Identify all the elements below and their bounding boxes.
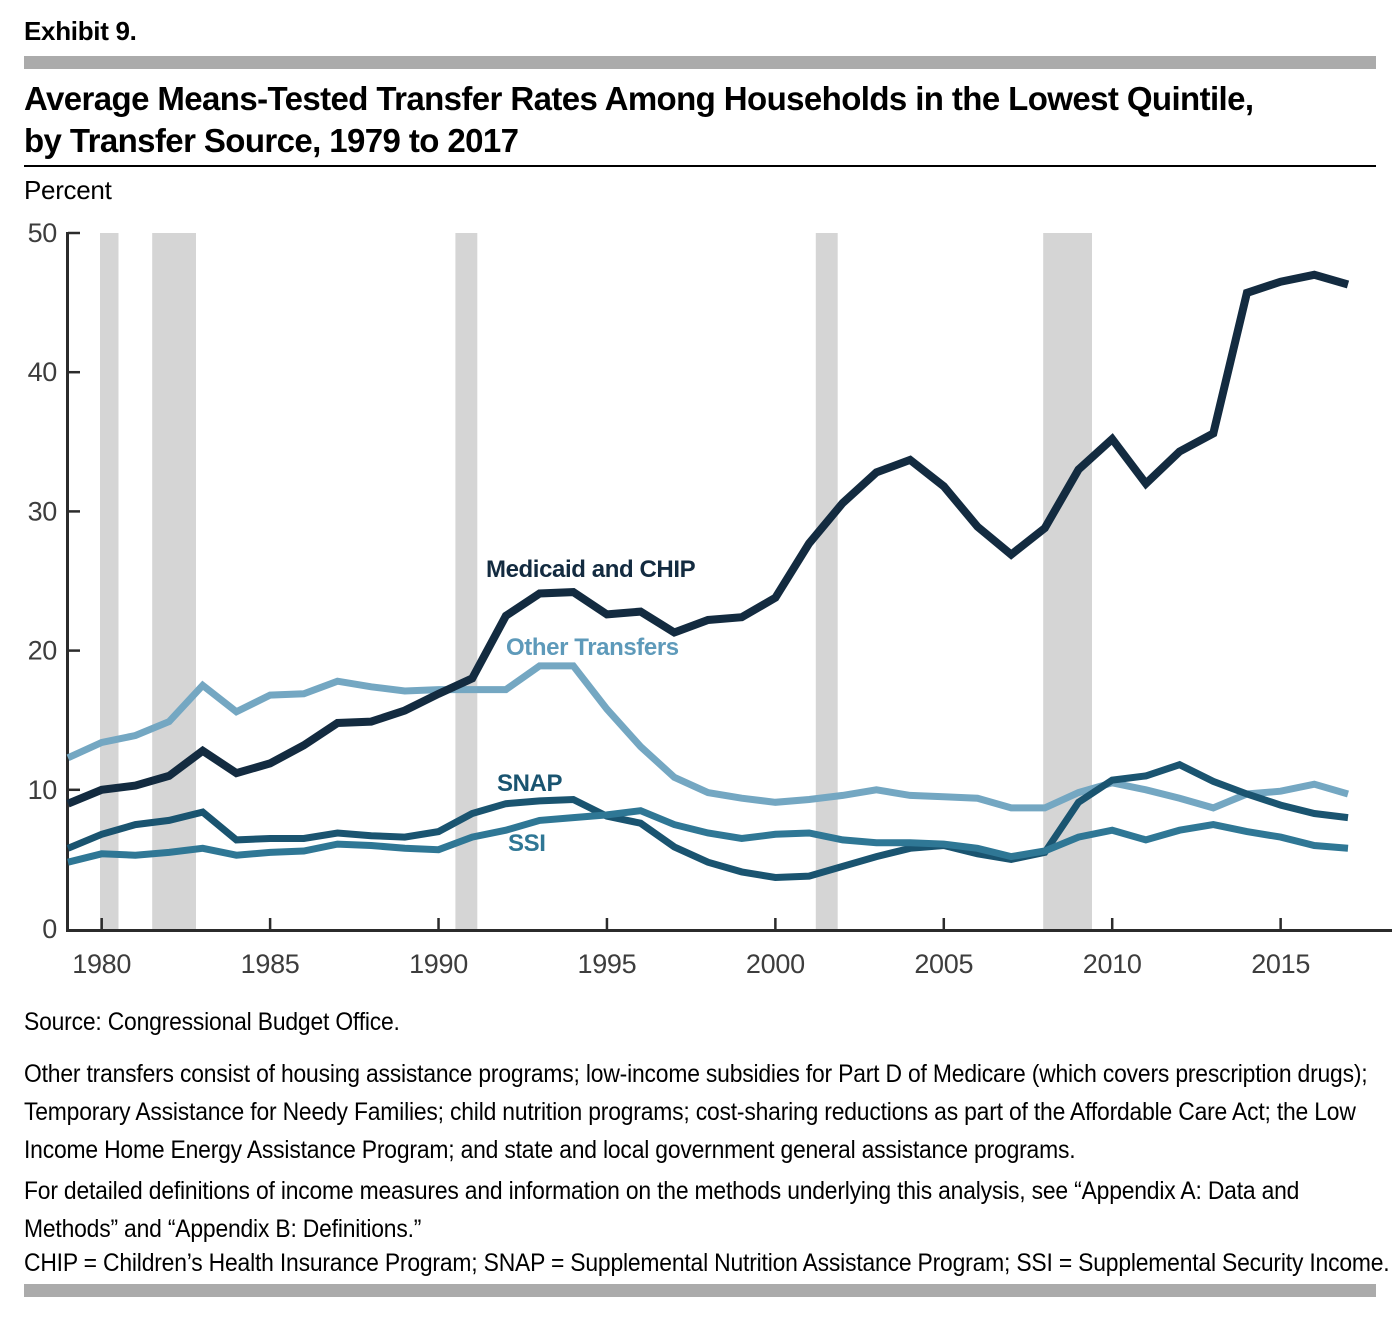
recession-shading-band (455, 233, 478, 930)
chart-title-line1: Average Means-Tested Transfer Rates Amon… (24, 80, 1254, 117)
exhibit-number-label: Exhibit 9. (24, 16, 137, 46)
title-underline-rule (24, 165, 1376, 167)
x-axis-tick-label: 2005 (914, 949, 973, 979)
x-axis-tick-label: 1985 (241, 949, 300, 979)
x-axis-tick-label: 1980 (72, 949, 131, 979)
recession-shading-band (1043, 233, 1092, 930)
x-axis-tick-label: 1990 (409, 949, 468, 979)
other-transfers-definition-note: Other transfers consist of housing assis… (24, 1060, 1368, 1164)
x-axis-tick-label: 2010 (1083, 949, 1142, 979)
series-line-snap (66, 760, 1349, 882)
y-axis-tick-label: 40 (28, 357, 57, 387)
x-axis-tick-label: 2015 (1251, 949, 1310, 979)
series-line-medicaid-and-chip (66, 270, 1350, 808)
chart-title-line2: by Transfer Source, 1979 to 2017 (24, 122, 519, 159)
y-axis-tick-label: 30 (28, 496, 57, 526)
recession-shading-band (152, 233, 196, 930)
series-label-other-transfers: Other Transfers (506, 634, 679, 661)
y-axis-tick-label: 10 (28, 775, 57, 805)
y-axis-unit-label: Percent (24, 175, 112, 205)
x-axis-tick-label: 1995 (578, 949, 637, 979)
series-label-medicaid-and-chip: Medicaid and CHIP (486, 556, 696, 583)
x-axis-tick-label: 2000 (746, 949, 805, 979)
recession-shading-band (100, 233, 119, 930)
top-divider-bar (24, 56, 1376, 69)
series-label-ssi: SSI (508, 830, 546, 857)
y-axis-tick-label: 20 (28, 636, 57, 666)
source-note: Source: Congressional Budget Office. (24, 1008, 400, 1036)
abbreviations-note: CHIP = Children’s Health Insurance Progr… (24, 1249, 1390, 1277)
series-line-ssi (67, 807, 1349, 866)
series-line-other-transfers (66, 662, 1349, 812)
y-axis-tick-label: 0 (42, 914, 57, 944)
series-label-snap: SNAP (497, 770, 563, 797)
y-axis-tick-label: 50 (28, 218, 57, 248)
bottom-divider-bar (24, 1284, 1376, 1297)
appendix-reference-note: For detailed definitions of income measu… (24, 1177, 1300, 1243)
recession-shading-band (815, 233, 838, 930)
